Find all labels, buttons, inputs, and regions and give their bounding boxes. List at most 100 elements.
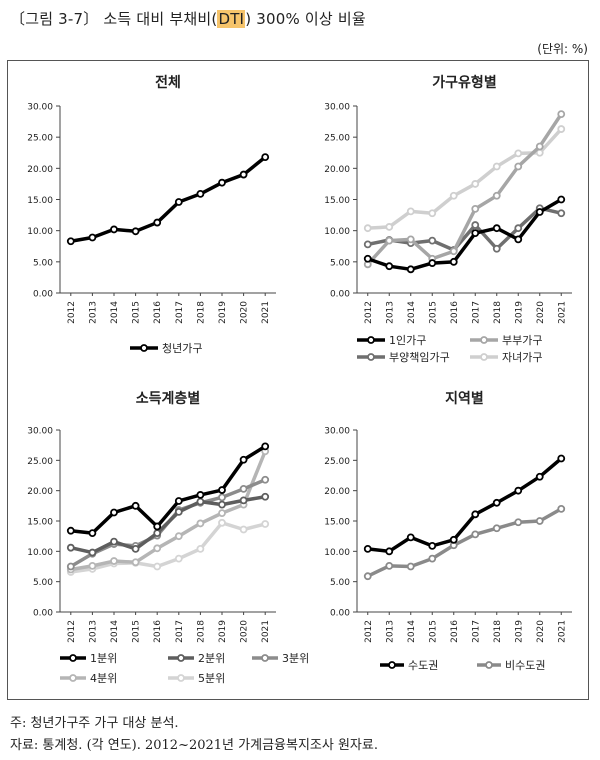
figure-title-post: ) 300% 이상 비율 [245, 10, 366, 28]
data-point [363, 240, 372, 249]
data-point [153, 562, 162, 571]
legend-label: 1분위 [90, 652, 117, 665]
x-tick-label: 2016 [450, 301, 460, 324]
chart-title: 지역별 [445, 390, 484, 407]
series-line-2 [366, 113, 563, 266]
series-line-2 [70, 495, 266, 555]
data-point [385, 223, 394, 231]
data-point [385, 547, 394, 556]
data-point [535, 517, 544, 525]
data-point [449, 535, 458, 544]
legend-swatch-marker [177, 654, 185, 662]
data-point [406, 235, 415, 244]
data-point [174, 554, 183, 563]
data-point [218, 486, 226, 494]
x-tick-label: 2015 [428, 620, 438, 643]
data-point [406, 533, 415, 542]
data-point [406, 265, 415, 274]
y-tick-label: 20.00 [324, 487, 350, 497]
y-tick-label: 25.00 [27, 457, 53, 467]
x-tick-label: 2019 [218, 620, 228, 643]
figure-note: 주: 청년가구주 가구 대상 분석. [10, 716, 179, 731]
data-point [449, 257, 458, 266]
data-point [196, 189, 205, 198]
data-point [449, 247, 458, 256]
data-point [261, 475, 270, 484]
series-line-1 [70, 444, 267, 535]
x-tick-label: 2018 [196, 620, 206, 643]
x-tick-label: 2020 [240, 301, 250, 324]
data-point [218, 493, 226, 502]
legend-swatch-marker [367, 353, 375, 361]
series-line-2 [366, 507, 563, 578]
y-tick-label: 10.00 [27, 548, 53, 558]
data-point [196, 545, 205, 553]
y-tick-label: 20.00 [324, 165, 350, 175]
data-point [174, 507, 183, 516]
data-point [471, 180, 480, 188]
data-point [514, 224, 523, 233]
data-point [110, 225, 118, 234]
x-tick-label: 2020 [240, 620, 250, 643]
x-tick-label: 2015 [428, 301, 438, 324]
data-point [428, 236, 437, 245]
data-point [261, 520, 270, 528]
x-tick-label: 2013 [385, 301, 395, 324]
series-line-5 [70, 521, 266, 574]
data-point [239, 525, 248, 534]
data-point [153, 529, 162, 538]
data-point [385, 236, 394, 245]
legend-label: 비수도권 [505, 659, 545, 672]
x-tick-label: 2020 [536, 301, 546, 324]
y-tick-label: 15.00 [27, 196, 53, 206]
x-tick-label: 2021 [261, 620, 271, 643]
data-point [557, 125, 566, 133]
data-point [196, 497, 205, 506]
y-tick-label: 30.00 [324, 103, 350, 113]
legend-label: 부양책임가구 [389, 351, 450, 364]
legend-label: 3분위 [282, 652, 309, 665]
x-tick-label: 2016 [153, 301, 163, 324]
data-point [218, 509, 226, 518]
x-tick-label: 2014 [407, 301, 417, 324]
y-tick-label: 25.00 [324, 457, 350, 467]
data-point [218, 178, 226, 187]
legend-swatch-marker [69, 674, 77, 682]
data-point [492, 244, 501, 253]
data-point [66, 562, 75, 571]
x-tick-label: 2014 [407, 620, 417, 643]
x-tick-label: 2018 [493, 301, 503, 324]
y-tick-label: 0.00 [33, 609, 53, 619]
x-tick-label: 2019 [514, 620, 524, 643]
series-line-1 [367, 197, 563, 272]
figure-title-pre: 〔그림 3-7〕 소득 대비 부채비( [10, 10, 218, 28]
y-tick-label: 15.00 [324, 518, 350, 528]
x-tick-label: 2013 [385, 620, 395, 643]
data-point [557, 504, 566, 513]
data-point [471, 221, 480, 229]
unit-label: (단위: %) [537, 42, 588, 56]
legend-swatch-marker [177, 674, 185, 682]
data-point [492, 224, 501, 233]
data-point [535, 208, 544, 216]
data-point [153, 544, 162, 553]
data-point [174, 198, 183, 206]
x-tick-label: 2014 [110, 620, 120, 643]
legend-swatch-marker [367, 336, 375, 344]
data-point [88, 561, 97, 570]
data-point [88, 548, 97, 557]
x-tick-label: 2017 [175, 301, 185, 324]
data-point [363, 545, 372, 553]
y-tick-label: 5.00 [33, 258, 53, 268]
data-point [385, 561, 394, 570]
legend-swatch-marker [261, 654, 269, 662]
data-point [261, 153, 270, 162]
x-tick-label: 2016 [153, 620, 163, 643]
x-tick-label: 2018 [493, 620, 503, 643]
data-point [428, 209, 437, 218]
x-tick-label: 2019 [218, 301, 228, 324]
data-point [131, 501, 140, 510]
x-tick-label: 2018 [196, 301, 206, 324]
y-tick-label: 0.00 [33, 290, 53, 300]
